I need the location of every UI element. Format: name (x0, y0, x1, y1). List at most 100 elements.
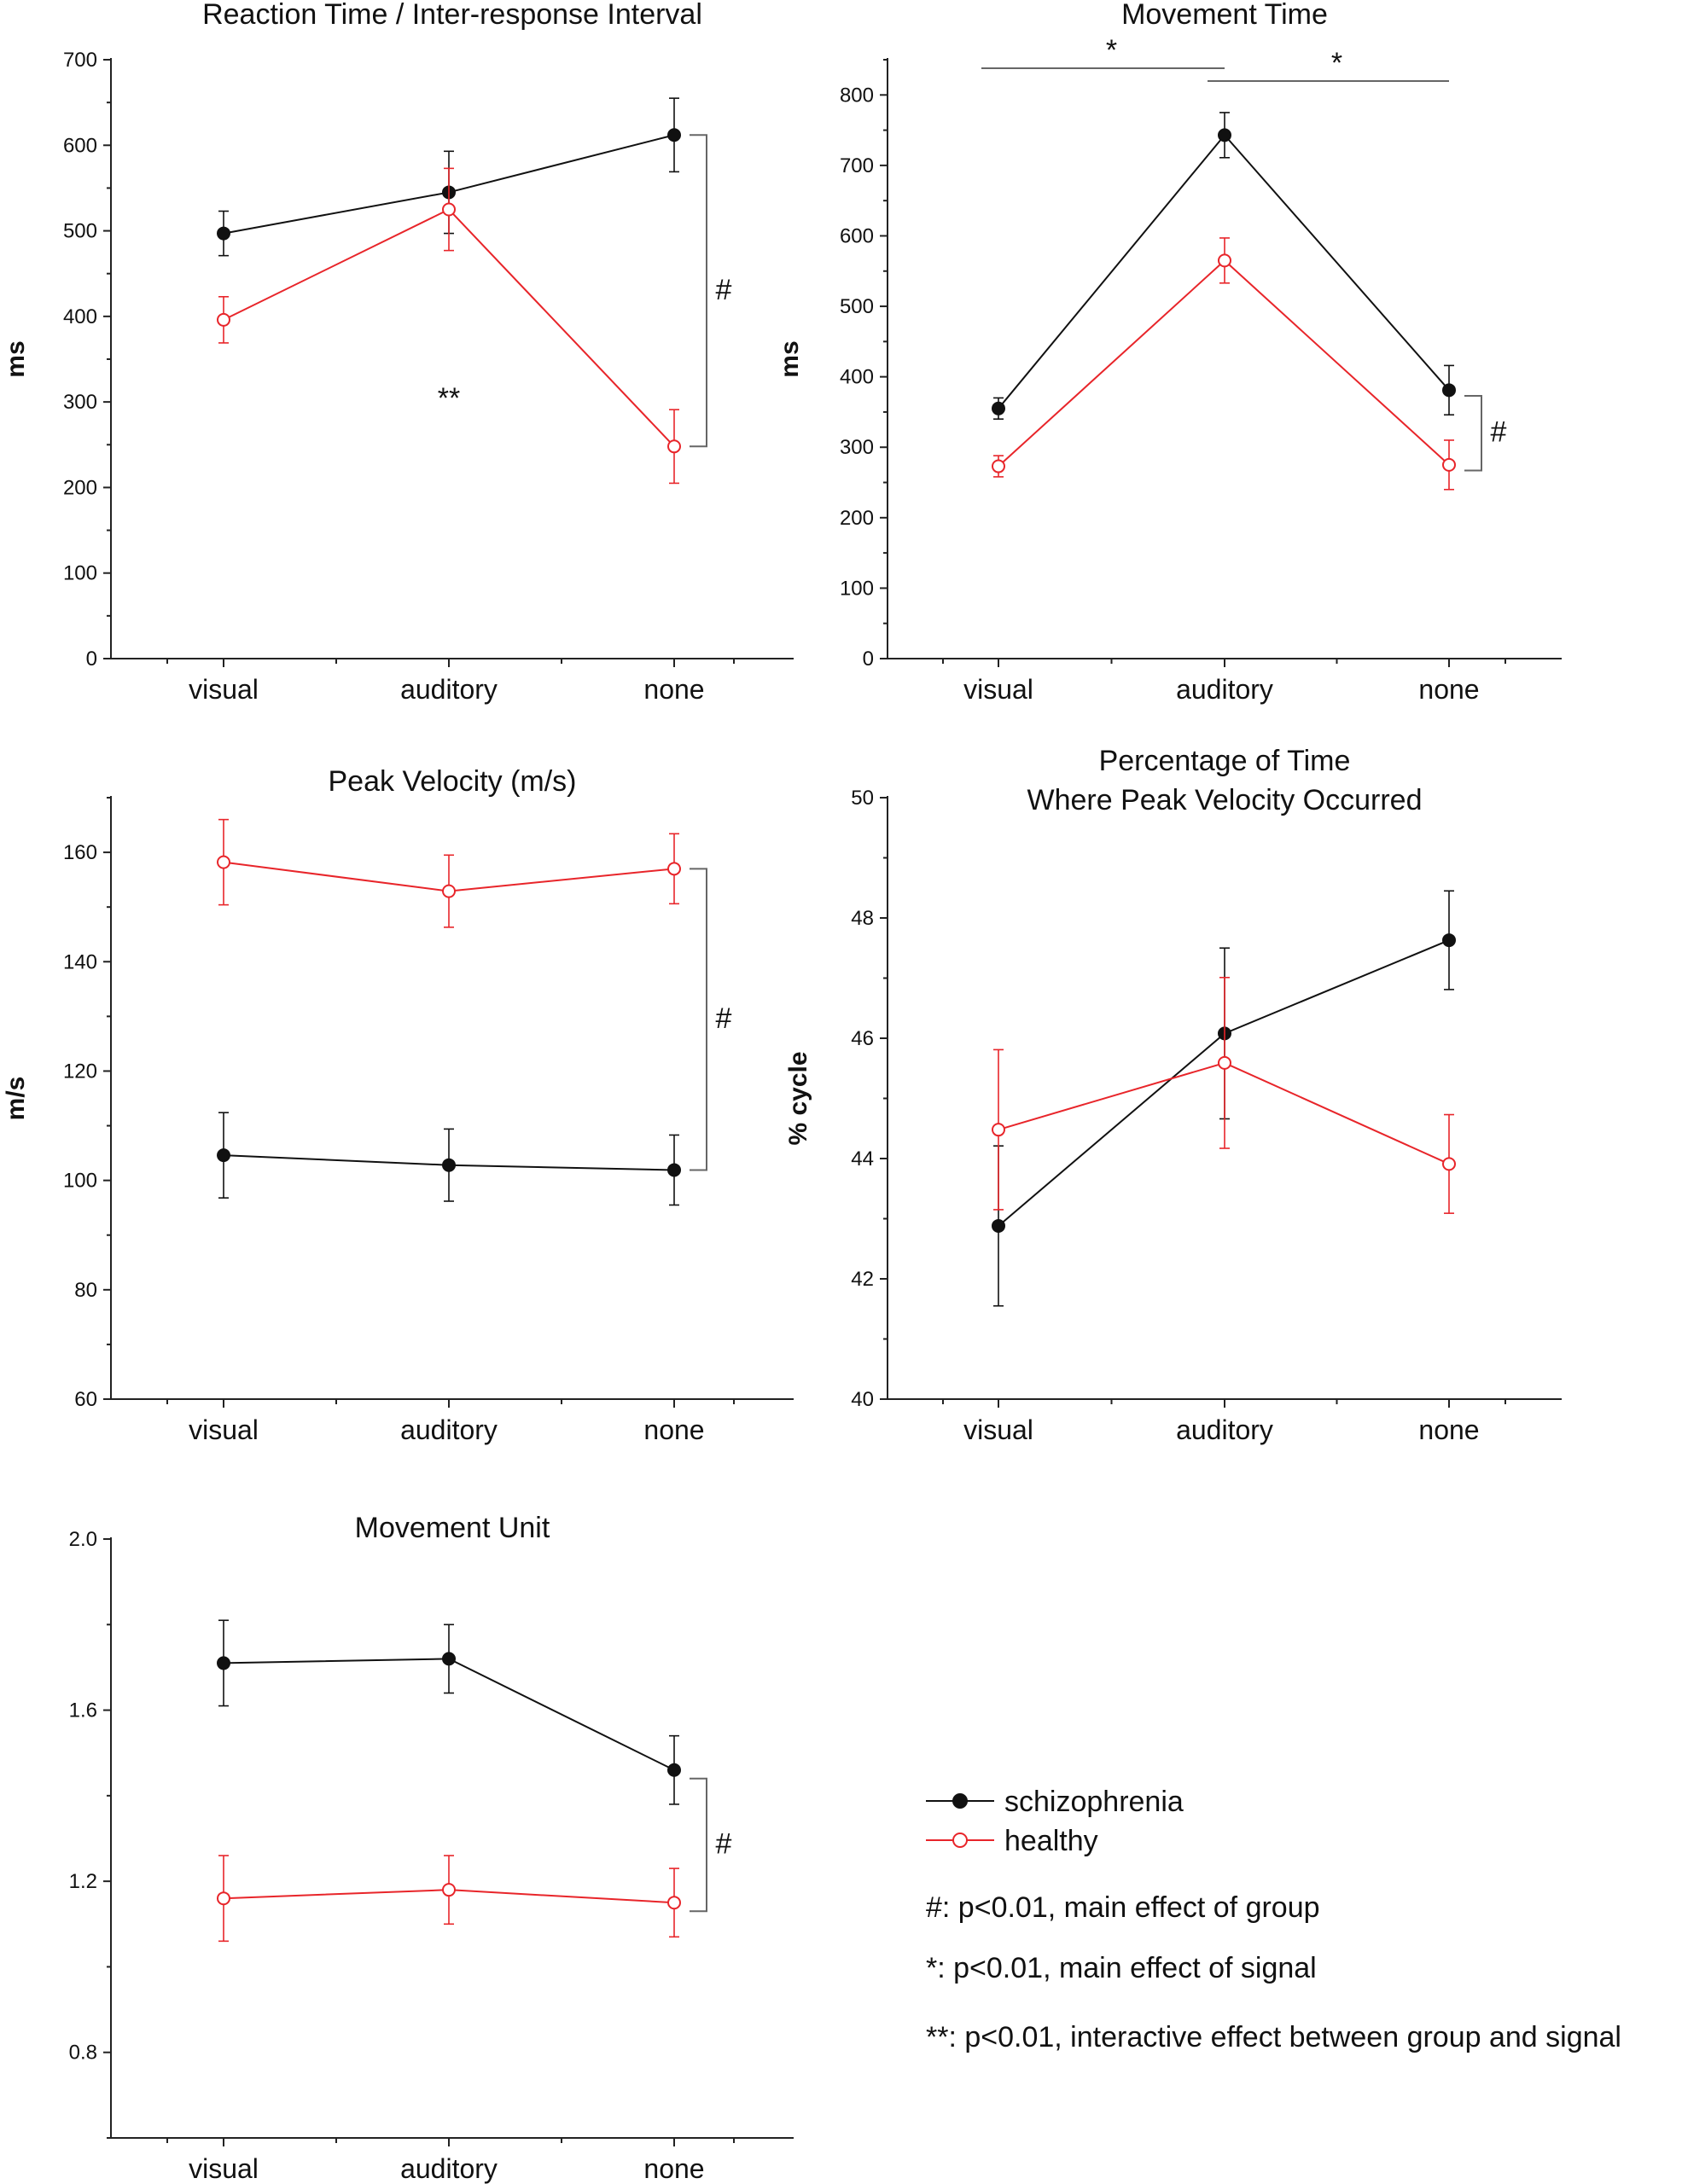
note-group-effect: #: p<0.01, main effect of group (926, 1891, 1320, 1924)
y-tick-label: 500 (840, 295, 874, 318)
data-point-schizophrenia-visual (217, 226, 230, 241)
y-tick-label: 300 (63, 391, 97, 414)
data-point-healthy-auditory (442, 1883, 456, 1897)
x-tick-label-none: none (643, 1414, 704, 1445)
panel-pv: Peak Velocity (m/s) 60 80 100 120 140 160 visua… (2, 765, 794, 1445)
data-point-schizophrenia-visual (992, 401, 1005, 415)
series-line-schizophrenia (998, 939, 1450, 1227)
y-tick-label: 100 (63, 562, 97, 585)
group-bracket (690, 134, 707, 448)
group-effect-marker: # (1491, 416, 1507, 449)
signal-effect-marker: * (1331, 47, 1342, 79)
y-tick-label: 600 (840, 224, 874, 247)
y-tick-label: 700 (840, 154, 874, 177)
group-effect-marker: # (716, 1002, 732, 1035)
x-tick-label-none: none (1418, 674, 1479, 705)
series-healthy (217, 818, 681, 928)
y-tick-label: 160 (63, 841, 97, 864)
y-tick-label: 2.0 (69, 1528, 97, 1551)
x-tick-label-auditory: auditory (1176, 674, 1273, 705)
legend-label-schizophrenia: schizophrenia (1004, 1786, 1184, 1818)
y-tick-label: 0 (86, 648, 97, 671)
group-bracket (690, 868, 707, 1171)
x-tick-label-visual: visual (189, 674, 259, 705)
data-point-healthy-visual (217, 1891, 230, 1906)
series-line-schizophrenia (998, 133, 1450, 410)
data-point-schizophrenia-visual (992, 1218, 1005, 1233)
y-tick-label: 44 (851, 1147, 874, 1170)
data-point-healthy-auditory (442, 202, 456, 217)
y-tick-label: 800 (840, 84, 874, 107)
panel-mu: Movement Unit 0.8 1.2 1.6 2.0 visual auditory n… (69, 1512, 794, 2184)
data-point-healthy-visual (992, 1123, 1005, 1137)
y-tick-label: 0.8 (69, 2042, 97, 2065)
data-point-healthy-none (1442, 1157, 1456, 1171)
y-axis-label-pv: m/s (2, 1077, 30, 1121)
series-schizophrenia (992, 112, 1456, 421)
series-line-healthy (998, 259, 1450, 468)
series-schizophrenia (217, 1112, 681, 1206)
y-tick-label: 0 (863, 648, 874, 671)
data-point-healthy-none (667, 1896, 681, 1910)
x-tick-label-auditory: auditory (400, 2153, 498, 2184)
y-tick-label: 42 (851, 1268, 874, 1291)
y-tick-label: 1.6 (69, 1699, 97, 1722)
group-bracket (1464, 394, 1482, 472)
data-point-schizophrenia-none (667, 1163, 681, 1177)
group-bracket (690, 1777, 707, 1913)
series-healthy (992, 237, 1456, 491)
note-signal-effect: *: p<0.01, main effect of signal (926, 1952, 1317, 1984)
data-point-schizophrenia-auditory (1218, 128, 1231, 142)
panel-title-pct: Where Peak Velocity Occurred (1027, 784, 1423, 816)
data-point-healthy-none (667, 862, 681, 876)
panel-rt: Reaction Time / Inter-response Interval 0… (2, 0, 794, 705)
x-tick-label-auditory: auditory (400, 674, 498, 705)
series-healthy (217, 167, 681, 485)
y-tick-label: 50 (851, 787, 874, 810)
y-tick-label: 400 (840, 366, 874, 389)
x-tick-label-none: none (1418, 1414, 1479, 1445)
legend-marker-healthy (952, 1833, 968, 1848)
y-tick-label: 1.2 (69, 1870, 97, 1893)
x-tick-label-none: none (643, 674, 704, 705)
y-tick-label: 120 (63, 1060, 97, 1083)
data-point-schizophrenia-visual (217, 1148, 230, 1163)
panel-title-pv: Peak Velocity (m/s) (329, 765, 577, 798)
y-axis-label-mt: ms (776, 340, 804, 377)
x-tick-label-auditory: auditory (1176, 1414, 1273, 1445)
data-point-healthy-auditory (1218, 253, 1231, 268)
interaction-marker: ** (438, 382, 460, 415)
y-tick-label: 200 (63, 476, 97, 499)
series-healthy (992, 976, 1456, 1214)
y-tick-label: 140 (63, 950, 97, 973)
y-axis-label-pct: % cycle (784, 1051, 812, 1145)
panel-title-rt: Reaction Time / Inter-response Interval (202, 0, 702, 31)
y-tick-label: 40 (851, 1388, 874, 1411)
data-point-schizophrenia-visual (217, 1656, 230, 1670)
panel-mt: Movement Time 0 100 200 300 400 500 600 700 800 vi… (776, 0, 1562, 705)
y-tick-label: 400 (63, 305, 97, 328)
y-tick-label: 600 (63, 134, 97, 157)
y-tick-label: 80 (74, 1279, 97, 1302)
y-tick-label: 700 (63, 49, 97, 72)
x-tick-label-visual: visual (189, 1414, 259, 1445)
signal-effect-marker: * (1106, 34, 1117, 67)
data-point-schizophrenia-auditory (442, 1158, 456, 1172)
data-point-healthy-visual (992, 459, 1005, 473)
data-point-healthy-visual (217, 855, 230, 869)
panel-title-mt: Movement Time (1121, 0, 1328, 31)
panel-pct: Percentage of Time Where Peak Velocity Oc… (784, 745, 1562, 1445)
x-tick-label-auditory: auditory (400, 1414, 498, 1445)
legend-marker-schizophrenia (952, 1793, 968, 1809)
data-point-healthy-none (667, 439, 681, 454)
data-point-healthy-auditory (442, 884, 456, 898)
series-schizophrenia (992, 890, 1456, 1307)
y-tick-label: 300 (840, 436, 874, 459)
y-tick-label: 100 (840, 577, 874, 600)
y-tick-label: 46 (851, 1027, 874, 1050)
legend-label-healthy: healthy (1004, 1825, 1098, 1857)
data-point-schizophrenia-none (1442, 383, 1456, 398)
x-tick-label-visual: visual (189, 2153, 259, 2184)
y-tick-label: 60 (74, 1388, 97, 1411)
